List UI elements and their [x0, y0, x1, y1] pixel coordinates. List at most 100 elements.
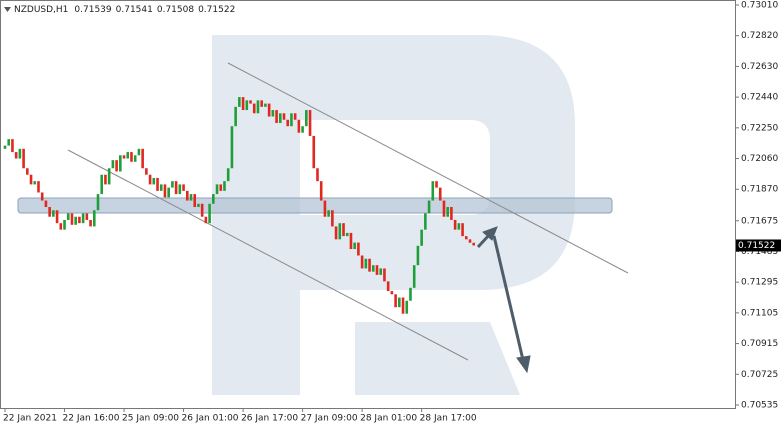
y-tick-label: 0.71295 [741, 278, 778, 288]
candle-body [63, 219, 66, 230]
candle-body [293, 113, 297, 120]
candle-body [85, 213, 89, 220]
arrow-head [482, 226, 498, 241]
candle-body [256, 100, 260, 114]
watermark-foot [355, 322, 520, 395]
candle-body [472, 242, 476, 246]
x-tick-label: 27 Jan 09:00 [301, 414, 358, 424]
y-tick-label: 0.73010 [741, 1, 778, 11]
quote-high: 0.71541 [116, 5, 153, 15]
candle-body [122, 155, 126, 159]
candle-body [331, 210, 334, 227]
candle-body [364, 258, 368, 269]
candle-body [401, 297, 405, 314]
candle-body [278, 113, 282, 123]
candle-body [193, 194, 197, 208]
candle-body [100, 174, 104, 195]
candle-body [40, 192, 44, 201]
candle-body [126, 152, 130, 159]
candle-body [119, 155, 122, 172]
candle-body [26, 168, 29, 175]
candle-body [316, 168, 319, 182]
candle-body [319, 181, 323, 201]
y-tick-label: 0.72630 [741, 62, 778, 72]
candle-body [219, 184, 223, 191]
x-tick-label: 28 Jan 01:00 [360, 414, 417, 424]
candle-body [115, 160, 118, 172]
candle-body [200, 203, 204, 217]
candle-body [453, 219, 457, 230]
header: NZDUSD,H1 0.71539 0.71541 0.71508 0.71522 [4, 5, 235, 15]
candle-body [334, 226, 338, 240]
candle-body [59, 223, 63, 230]
candle-body [386, 281, 390, 292]
candle-body [96, 194, 100, 211]
x-tick-label: 26 Jan 17:00 [241, 414, 298, 424]
candle-body [442, 200, 446, 217]
y-tick-label: 0.72060 [741, 154, 778, 164]
candle-body [55, 210, 59, 224]
candle-body [412, 265, 416, 288]
candle-body [156, 177, 159, 191]
header-text: NZDUSD,H1 0.71539 0.71541 0.71508 0.71522 [14, 5, 235, 15]
candle-body [141, 148, 144, 169]
watermark-r [212, 35, 575, 395]
candle-body [308, 110, 312, 136]
candle-body [252, 103, 256, 114]
candle-body [81, 213, 85, 224]
candle-body [431, 181, 435, 201]
candle-body [130, 152, 133, 162]
candle-body [290, 113, 293, 127]
candle-body [450, 207, 453, 220]
candle-body [226, 168, 230, 182]
candle-body [349, 232, 353, 250]
candle-body [163, 184, 167, 198]
candle-body [7, 139, 11, 146]
candle-body [92, 210, 96, 227]
candle-body [238, 97, 241, 107]
arrow-head [516, 355, 531, 374]
y-tick-label: 0.70915 [741, 339, 778, 349]
candle-body [457, 223, 461, 230]
y-axis: 0.73010 0.72820 0.72630 0.72440 0.72250 0.720… [735, 1, 778, 411]
candle-body [461, 223, 464, 237]
candle-body [282, 113, 286, 120]
quote-open: 0.71539 [74, 5, 111, 15]
candle-body [197, 203, 200, 208]
candle-body [29, 174, 33, 185]
quote-low: 0.71508 [157, 5, 194, 15]
candle-body [271, 110, 275, 117]
channel-lower [67, 149, 469, 361]
candle-body [74, 216, 77, 225]
channel-upper [227, 62, 629, 274]
candle-body [438, 187, 442, 201]
quote-close: 0.71522 [198, 5, 235, 15]
candle-body [435, 181, 438, 188]
y-tick-label: 0.70535 [741, 401, 778, 411]
x-tick-label: 28 Jan 17:00 [420, 414, 477, 424]
candle-body [360, 255, 364, 269]
candle-body [137, 148, 141, 156]
candle-body [409, 287, 412, 301]
candle-body [145, 168, 148, 175]
candle-body [182, 184, 185, 191]
candle-body [241, 97, 245, 111]
candle-body [398, 297, 401, 308]
candle-body [390, 291, 394, 295]
candle-body [204, 216, 208, 224]
y-tick-label: 0.71485 [741, 247, 778, 257]
candle-body [171, 181, 174, 188]
candle-body [286, 119, 290, 127]
candle-body [379, 268, 383, 275]
y-tick-label: 0.71675 [741, 216, 778, 226]
last-price: 0.71522 [736, 239, 781, 252]
y-tick-label: 0.72440 [741, 93, 778, 103]
candle-body [264, 103, 267, 107]
candles [3, 97, 476, 314]
candle-body [208, 203, 211, 224]
candle-body [468, 239, 472, 243]
candle-body [37, 181, 40, 193]
y-tick-label: 0.70725 [741, 370, 778, 380]
candle-body [297, 119, 301, 133]
candle-body [394, 294, 397, 308]
